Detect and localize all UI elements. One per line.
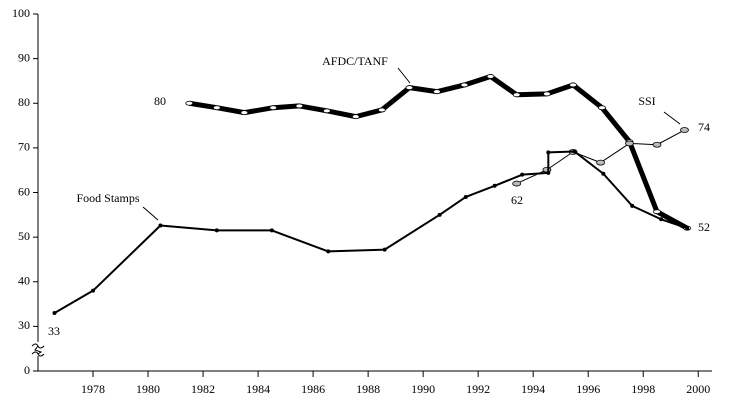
series-label: SSI <box>638 94 655 108</box>
series-line <box>516 129 685 185</box>
series-line <box>54 150 688 314</box>
x-tick-label: 1996 <box>576 382 600 396</box>
x-tick-label: 2000 <box>686 382 710 396</box>
point <box>492 183 497 188</box>
point <box>212 105 221 111</box>
series-label: AFDC/TANF <box>322 54 388 68</box>
point <box>572 149 577 154</box>
series-label: Food Stamps <box>76 191 139 205</box>
axis-break <box>34 345 43 355</box>
data-label: 74 <box>698 120 710 134</box>
y-tick-label: 70 <box>18 140 30 154</box>
point <box>543 91 551 97</box>
point <box>486 74 495 79</box>
point <box>463 194 468 199</box>
point <box>432 89 441 95</box>
point <box>520 172 525 177</box>
point <box>437 212 442 217</box>
point <box>601 171 606 176</box>
x-tick-label: 1990 <box>411 382 435 396</box>
point <box>653 209 661 215</box>
point <box>625 140 634 147</box>
leader-line <box>663 111 681 125</box>
data-label: 62 <box>511 193 523 207</box>
point <box>405 85 414 91</box>
point <box>630 203 635 208</box>
y-tick-label: 90 <box>18 50 30 64</box>
point <box>569 82 577 88</box>
y-tick-label: 30 <box>18 318 30 332</box>
point <box>377 107 386 113</box>
point <box>295 103 304 109</box>
data-label: 33 <box>48 324 60 338</box>
axis-break-gap <box>34 342 42 356</box>
point <box>91 288 96 293</box>
series-line <box>188 73 689 231</box>
y-tick-label: 100 <box>12 6 30 20</box>
x-tick-label: 1984 <box>246 382 270 396</box>
point <box>322 108 331 114</box>
point <box>52 310 57 315</box>
point <box>382 247 387 252</box>
point <box>659 217 664 222</box>
y-tick-label: 60 <box>18 184 30 198</box>
x-tick-label: 1994 <box>521 382 545 396</box>
point <box>596 159 605 166</box>
point <box>269 105 278 111</box>
x-tick-label: 1978 <box>81 382 105 396</box>
point <box>598 105 606 111</box>
point <box>240 110 249 116</box>
point <box>652 141 662 148</box>
y-tick-label: 40 <box>18 274 30 288</box>
y-tick-label: 80 <box>18 95 30 109</box>
point <box>546 150 551 155</box>
x-tick-label: 1992 <box>466 382 490 396</box>
point <box>512 92 521 98</box>
point <box>185 100 194 106</box>
point <box>680 127 689 133</box>
y-tick-label: 0 <box>24 363 30 377</box>
point <box>351 114 360 120</box>
data-label: 80 <box>154 94 166 108</box>
point <box>214 228 219 233</box>
leader-line <box>142 206 159 221</box>
data-label: 52 <box>698 220 710 234</box>
x-tick-label: 1982 <box>191 382 215 396</box>
point <box>326 249 331 254</box>
point <box>685 226 690 231</box>
leader-line <box>397 67 411 84</box>
y-tick-label: 50 <box>18 229 30 243</box>
x-tick-label: 1988 <box>356 382 380 396</box>
x-tick-label: 1998 <box>631 382 655 396</box>
point <box>460 82 469 88</box>
point <box>512 180 522 187</box>
point <box>269 228 274 233</box>
x-tick-label: 1980 <box>136 382 160 396</box>
point <box>546 170 551 175</box>
x-tick-label: 1986 <box>301 382 325 396</box>
point <box>158 223 163 228</box>
